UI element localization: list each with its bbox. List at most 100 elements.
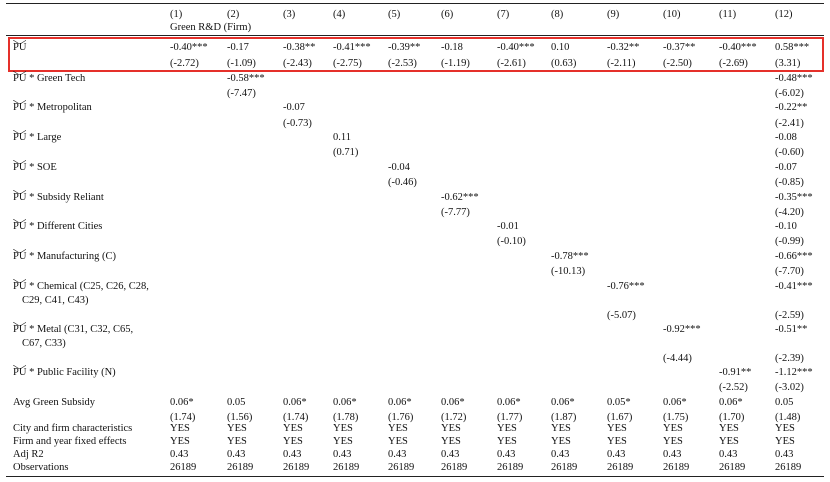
coefficient: 0.43 <box>775 449 794 460</box>
coefficient: -0.35*** <box>775 192 813 203</box>
coefficient: -0.66*** <box>775 251 813 262</box>
t-statistic: (-4.44) <box>663 353 692 364</box>
coefficient: 0.43 <box>551 449 570 460</box>
coefficient: 0.05* <box>607 397 631 408</box>
row-label: City and firm characteristics <box>13 422 132 435</box>
t-statistic: (-0.99) <box>775 236 804 247</box>
column-header: (8) <box>551 9 564 20</box>
coefficient: 26189 <box>719 462 746 473</box>
coefficient: -0.22** <box>775 102 808 113</box>
t-statistic: (1.87) <box>551 412 577 423</box>
coefficient: -0.48*** <box>775 73 813 84</box>
coefficient: 0.43 <box>441 449 460 460</box>
t-statistic: (-2.52) <box>719 382 748 393</box>
t-statistic: (-6.02) <box>775 88 804 99</box>
coefficient: -0.08 <box>775 132 797 143</box>
t-statistic: (1.48) <box>775 412 801 423</box>
coefficient: 0.43 <box>497 449 516 460</box>
variable: PU <box>13 279 27 292</box>
row-label: PU * Chemical (C25, C26, C28, <box>13 279 149 293</box>
t-statistic: (-2.61) <box>497 58 526 69</box>
coefficient: 0.43 <box>227 449 246 460</box>
coefficient: 0.43 <box>663 449 682 460</box>
coefficient: 0.10 <box>551 42 570 53</box>
t-statistic: (-1.09) <box>227 58 256 69</box>
variable: PU <box>13 249 27 262</box>
row-label: PU * Metal (C31, C32, C65, <box>13 322 134 336</box>
coefficient: YES <box>227 436 247 447</box>
coefficient: -0.40*** <box>719 42 757 53</box>
t-statistic: (1.75) <box>663 412 689 423</box>
coefficient: 26189 <box>333 462 360 473</box>
top-rule <box>6 3 824 4</box>
coefficient: 0.43 <box>283 449 302 460</box>
coefficient: 26189 <box>170 462 197 473</box>
label-text: * Green Tech <box>26 73 86 84</box>
label-text: * Different Cities <box>26 221 103 232</box>
t-statistic: (-2.39) <box>775 353 804 364</box>
coefficient: 26189 <box>283 462 310 473</box>
t-statistic: (-7.47) <box>227 88 256 99</box>
t-statistic: (0.63) <box>551 58 577 69</box>
coefficient: 26189 <box>663 462 690 473</box>
column-header: (11) <box>719 9 737 20</box>
coefficient: -0.41*** <box>333 42 371 53</box>
t-statistic: (-0.85) <box>775 177 804 188</box>
coefficient: -0.40*** <box>497 42 535 53</box>
t-statistic: (-2.41) <box>775 118 804 129</box>
t-statistic: (-2.50) <box>663 58 692 69</box>
coefficient: 0.06* <box>497 397 521 408</box>
coefficient: -0.10 <box>775 221 797 232</box>
coefficient: -0.18 <box>441 42 463 53</box>
row-label: Observations <box>13 461 68 474</box>
coefficient: -0.78*** <box>551 251 589 262</box>
t-statistic: (1.76) <box>388 412 414 423</box>
label-text: * Metal (C31, C32, C65, <box>26 324 134 335</box>
group-label: Green R&D (Firm) <box>170 22 252 33</box>
t-statistic: (-0.10) <box>497 236 526 247</box>
column-header: (6) <box>441 9 454 20</box>
row-label: PU * Manufacturing (C) <box>13 249 116 263</box>
coefficient: 0.06* <box>719 397 743 408</box>
coefficient: -0.62*** <box>441 192 479 203</box>
coefficient: -0.58*** <box>227 73 265 84</box>
t-statistic: (1.72) <box>441 412 467 423</box>
t-statistic: (1.77) <box>497 412 523 423</box>
coefficient: YES <box>551 423 571 434</box>
coefficient: 0.58*** <box>775 42 810 53</box>
coefficient: 0.43 <box>719 449 738 460</box>
coefficient: YES <box>551 436 571 447</box>
coefficient: -0.37** <box>663 42 696 53</box>
coefficient: 0.06* <box>663 397 687 408</box>
coefficient: YES <box>388 423 408 434</box>
coefficient: 0.05 <box>227 397 246 408</box>
coefficient: 26189 <box>227 462 254 473</box>
coefficient: -1.12*** <box>775 367 813 378</box>
coefficient: -0.38** <box>283 42 316 53</box>
label-text: C29, C41, C43) <box>22 295 89 306</box>
coefficient: -0.41*** <box>775 281 813 292</box>
t-statistic: (-2.43) <box>283 58 312 69</box>
column-header: (4) <box>333 9 346 20</box>
row-label: Adj R2 <box>13 448 44 461</box>
t-statistic: (-2.69) <box>719 58 748 69</box>
column-header: (10) <box>663 9 681 20</box>
row-label: C67, C33) <box>22 337 66 350</box>
coefficient: YES <box>388 436 408 447</box>
coefficient: -0.17 <box>227 42 249 53</box>
coefficient: YES <box>719 436 739 447</box>
coefficient: 0.06* <box>551 397 575 408</box>
coefficient: 0.05 <box>775 397 794 408</box>
column-header: (12) <box>775 9 793 20</box>
coefficient: YES <box>607 423 627 434</box>
coefficient: YES <box>607 436 627 447</box>
t-statistic: (-2.75) <box>333 58 362 69</box>
coefficient: 26189 <box>551 462 578 473</box>
t-statistic: (-5.07) <box>607 310 636 321</box>
label-text: Observations <box>13 462 69 473</box>
t-statistic: (3.31) <box>775 58 801 69</box>
t-statistic: (1.70) <box>719 412 745 423</box>
row-label: PU * SOE <box>13 160 57 174</box>
variable: PU <box>13 71 27 84</box>
